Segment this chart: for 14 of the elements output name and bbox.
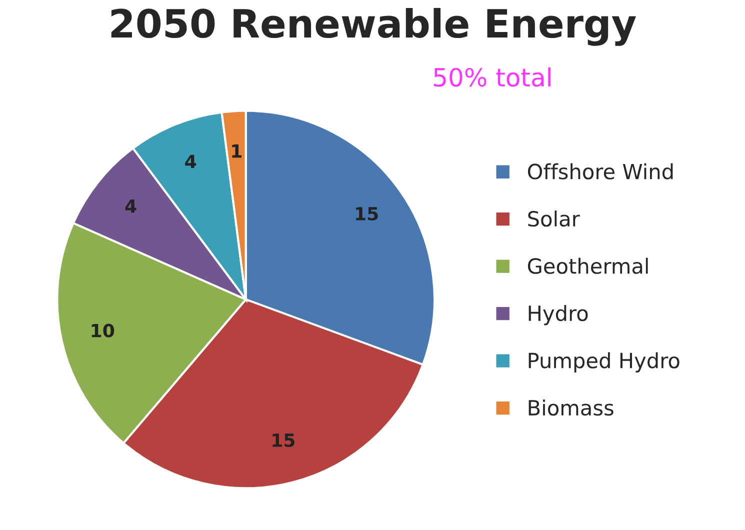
data-label: 15	[356, 207, 378, 220]
legend-label: Offshore Wind	[528, 163, 673, 180]
text: 50% total	[434, 67, 550, 87]
legend-label: Solar	[528, 210, 580, 227]
legend-label: Biomass	[528, 400, 614, 416]
chart-title: 2050 Renewable Energy	[111, 8, 636, 46]
legend-label: Pumped Hydro	[528, 352, 680, 372]
legend-label: Geothermal	[528, 258, 648, 274]
data-label: 1	[232, 144, 242, 158]
data-label: 4	[185, 154, 196, 168]
data-label: 4	[125, 200, 136, 213]
data-label: 15	[272, 434, 294, 448]
data-label: 10	[92, 324, 114, 338]
legend-label: Hydro	[528, 305, 588, 326]
